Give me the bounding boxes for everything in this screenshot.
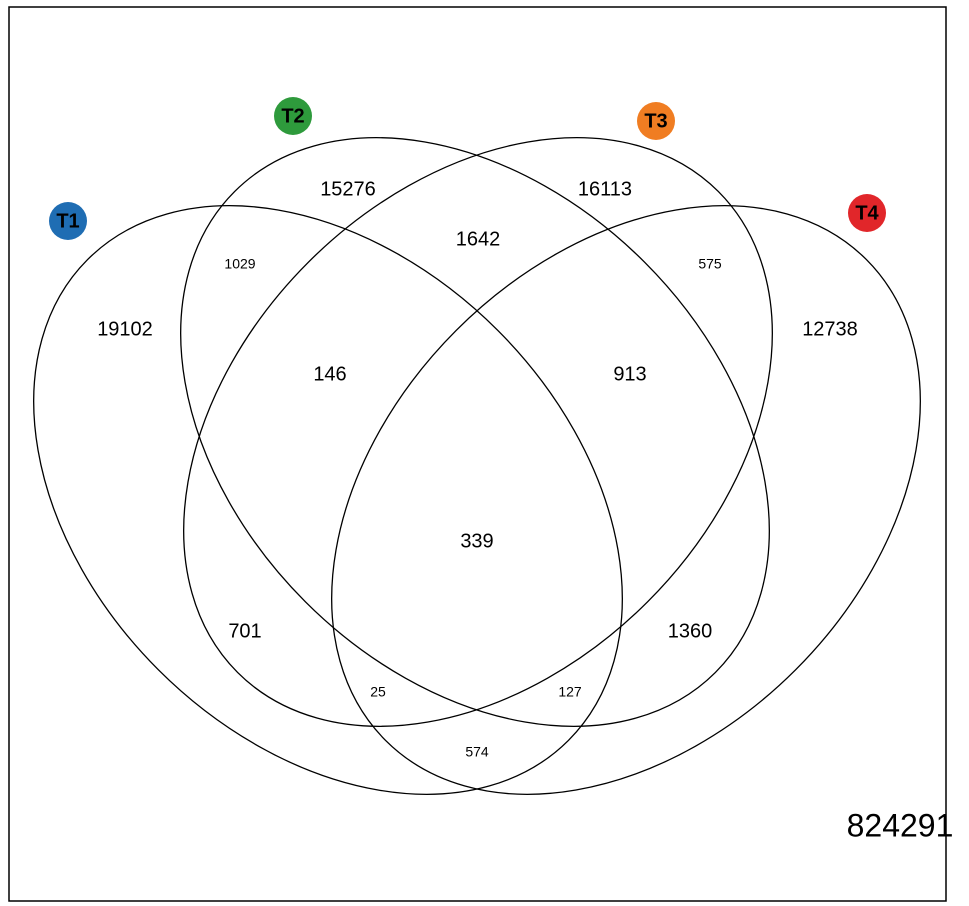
outside-count: 824291 (847, 807, 954, 843)
region-count: 575 (698, 256, 722, 272)
region-count: 15276 (320, 178, 376, 200)
set-marker (274, 97, 312, 135)
region-count: 127 (558, 684, 582, 700)
ellipse-t2 (180, 137, 770, 727)
set-label: T3 (644, 110, 667, 132)
region-count: 1029 (224, 256, 255, 272)
ellipses (33, 137, 921, 795)
region-count: 19102 (97, 318, 153, 340)
region-count: 913 (613, 363, 646, 385)
region-count: 339 (460, 530, 493, 552)
ellipse-t1 (33, 205, 623, 795)
region-count: 574 (465, 744, 489, 760)
region-count: 25 (370, 684, 386, 700)
region-count: 12738 (802, 318, 858, 340)
set-label: T2 (281, 105, 304, 127)
set-marker (848, 194, 886, 232)
frame (8, 6, 947, 902)
region-count: 1642 (456, 228, 501, 250)
region-count: 1360 (668, 620, 713, 642)
set-marker (637, 102, 675, 140)
ellipse-t4 (331, 205, 921, 795)
region-count: 701 (228, 620, 261, 642)
set-label: T4 (855, 202, 879, 224)
region-count: 16113 (578, 178, 632, 200)
set-label: T1 (56, 210, 79, 232)
set-marker (49, 202, 87, 240)
region-count: 146 (313, 363, 346, 385)
ellipse-t3 (183, 137, 773, 727)
